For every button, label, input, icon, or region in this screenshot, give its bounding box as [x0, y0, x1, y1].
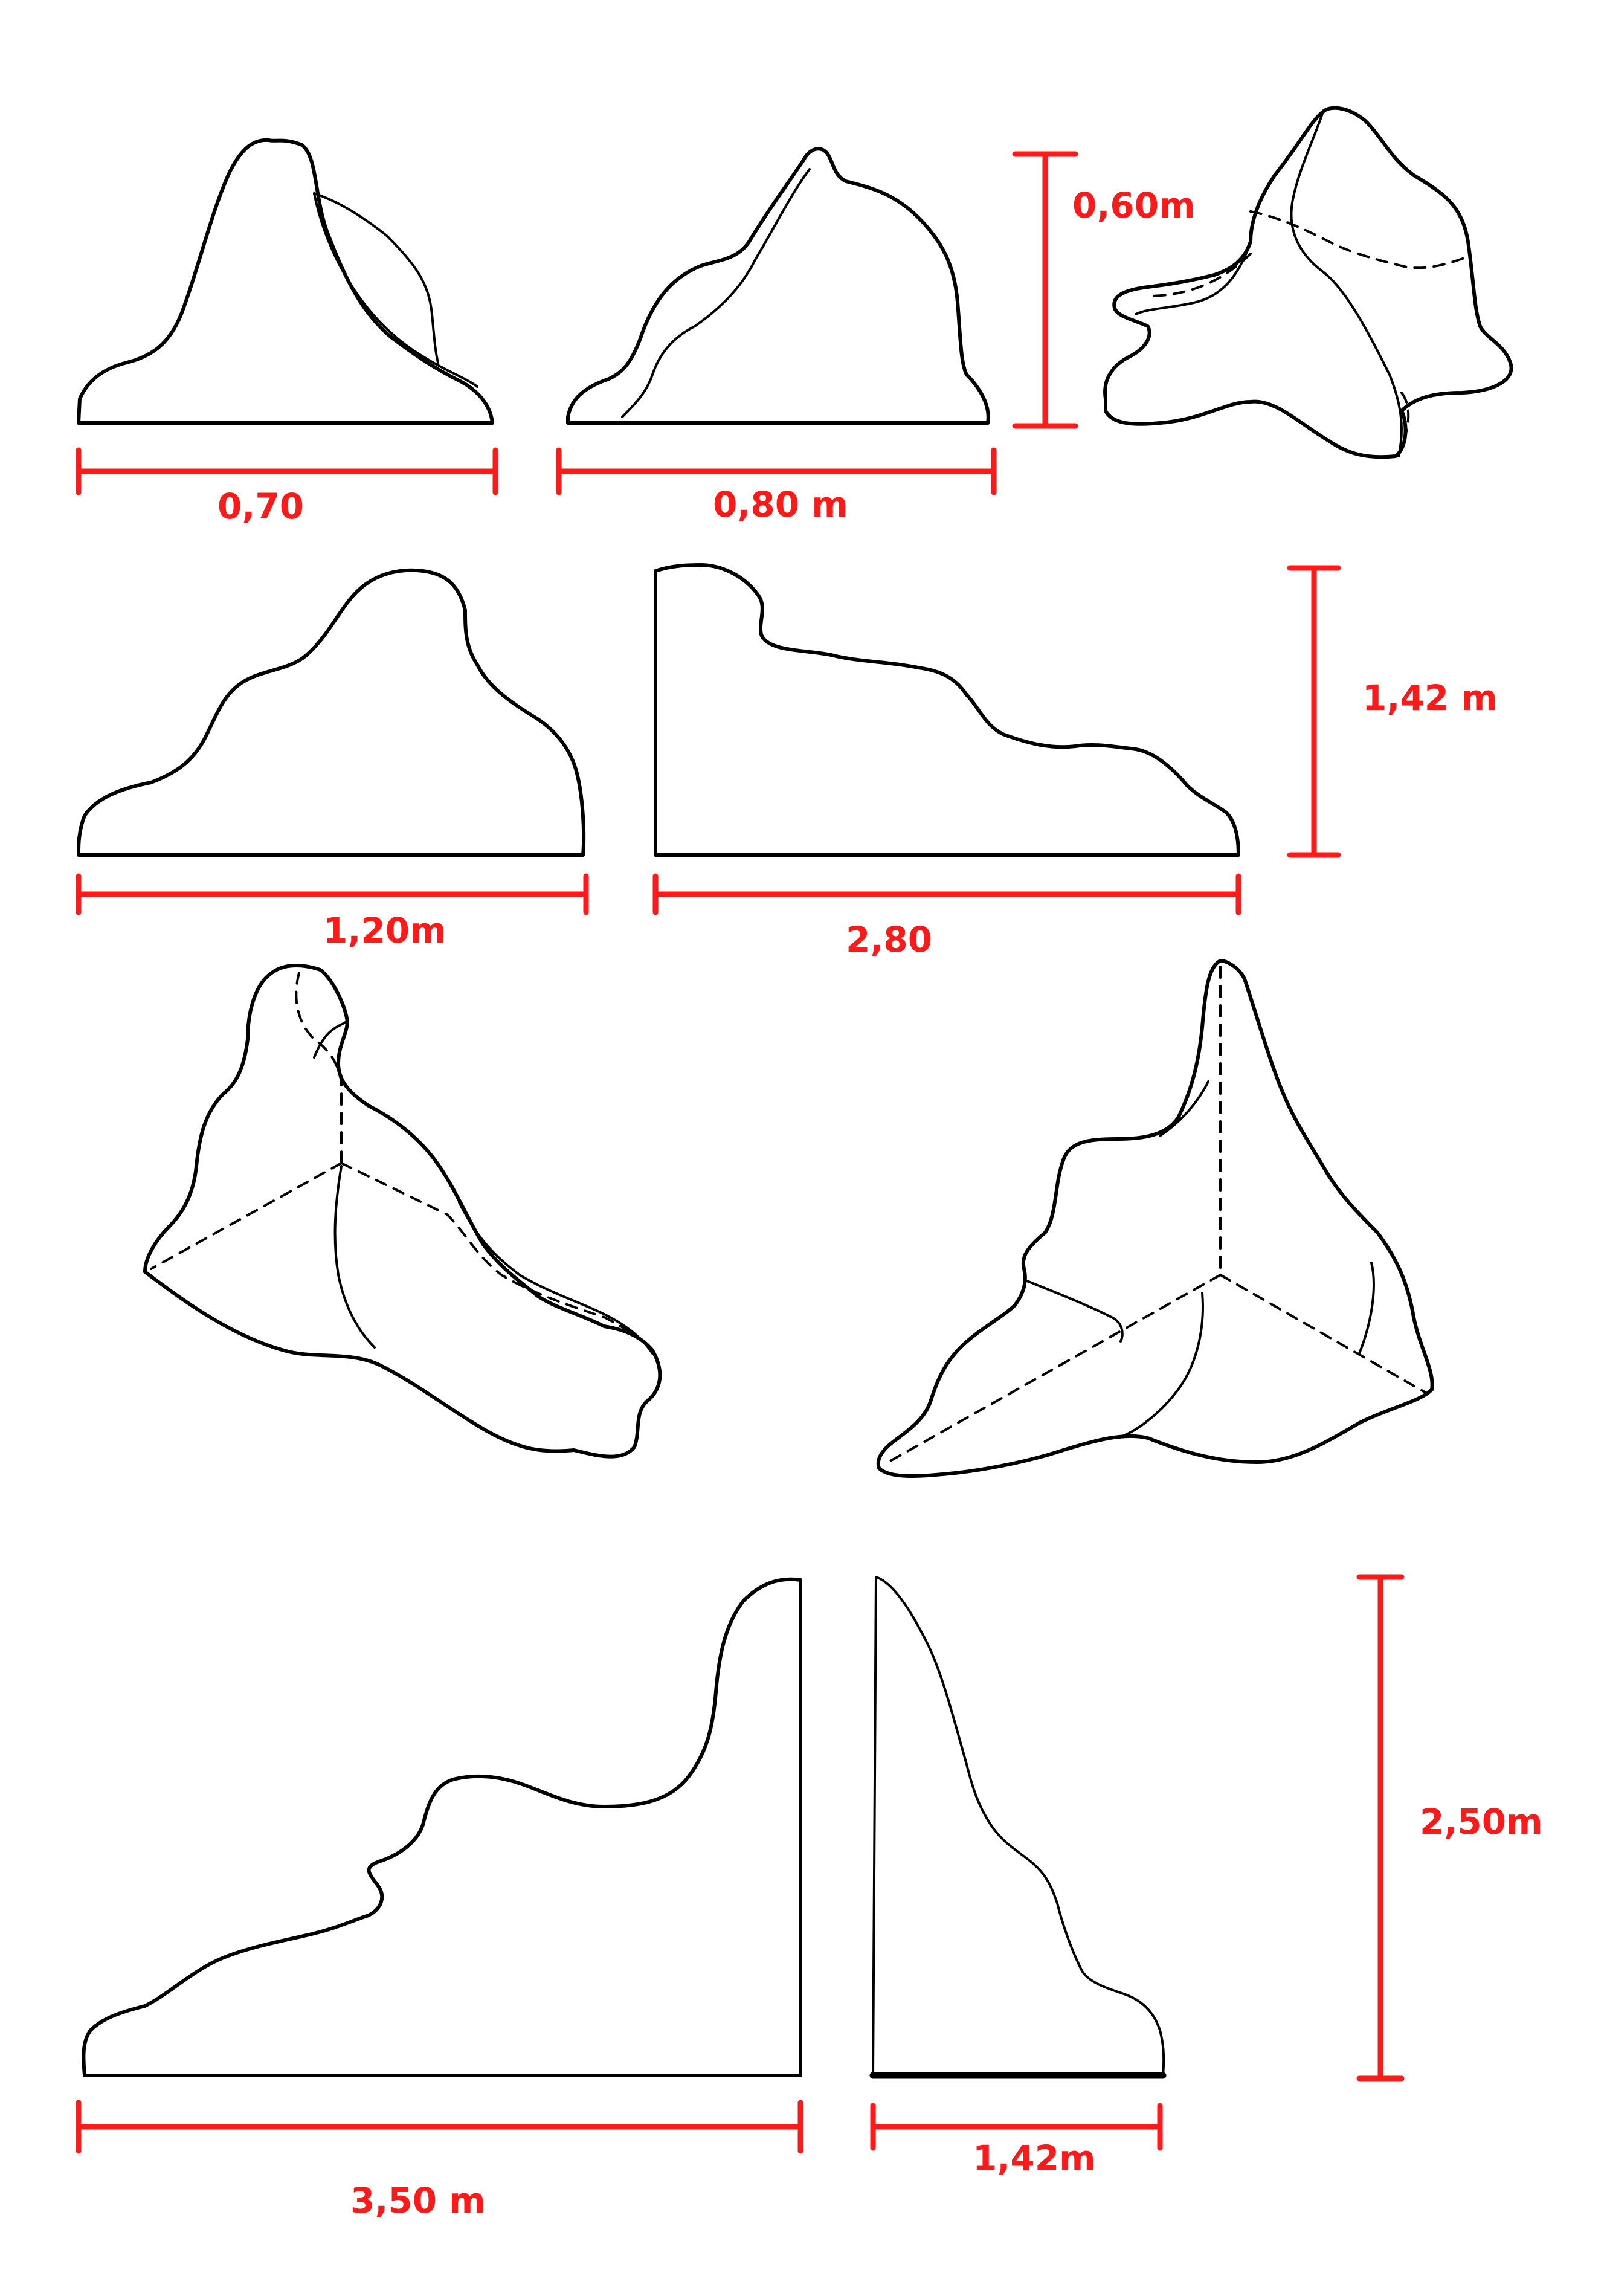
rock-b1-front-view — [77, 568, 586, 857]
rock-a1-front-view — [77, 138, 494, 425]
dimension-row2-right-width — [652, 873, 1241, 915]
dimension-label-row1-mid-width: 0,80 m — [713, 484, 848, 525]
dimension-label-row4-left-width: 3,50 m — [350, 2180, 486, 2221]
dimension-label-row1-left-width: 0,70 — [217, 486, 304, 527]
dimension-label-row2-height: 1,42 m — [1362, 677, 1498, 718]
dimension-row4-right-width — [870, 2103, 1163, 2151]
dimension-label-row4-right-width: 1,42m — [973, 2138, 1096, 2179]
dimension-label-row1-height: 0,60m — [1072, 185, 1196, 226]
dimension-label-row2-right-width: 2,80 — [846, 919, 932, 960]
rock-a2-front-view — [566, 147, 990, 425]
rock-c2-perspective-view — [876, 959, 1434, 1478]
rock-c1-perspective-view — [143, 964, 662, 1459]
dimension-row4-left-width — [76, 2100, 804, 2154]
dimension-label-row2-left-width: 1,20m — [323, 910, 446, 951]
dimension-label-row4-height: 2,50m — [1420, 1801, 1543, 1842]
dimension-row2-height — [1287, 565, 1341, 858]
dimension-row1-mid-width — [556, 447, 997, 495]
dimension-row2-left-width — [76, 873, 589, 915]
rock-a3-perspective-view — [1103, 106, 1513, 459]
dimension-row1-left-width — [76, 447, 498, 495]
rock-b2-front-view — [654, 563, 1240, 857]
rock-d2-side-view — [869, 1576, 1167, 2079]
dimension-row1-height — [1012, 151, 1078, 429]
dimension-row4-height — [1356, 1574, 1405, 2082]
rock-d1-front-view — [82, 1577, 802, 2077]
